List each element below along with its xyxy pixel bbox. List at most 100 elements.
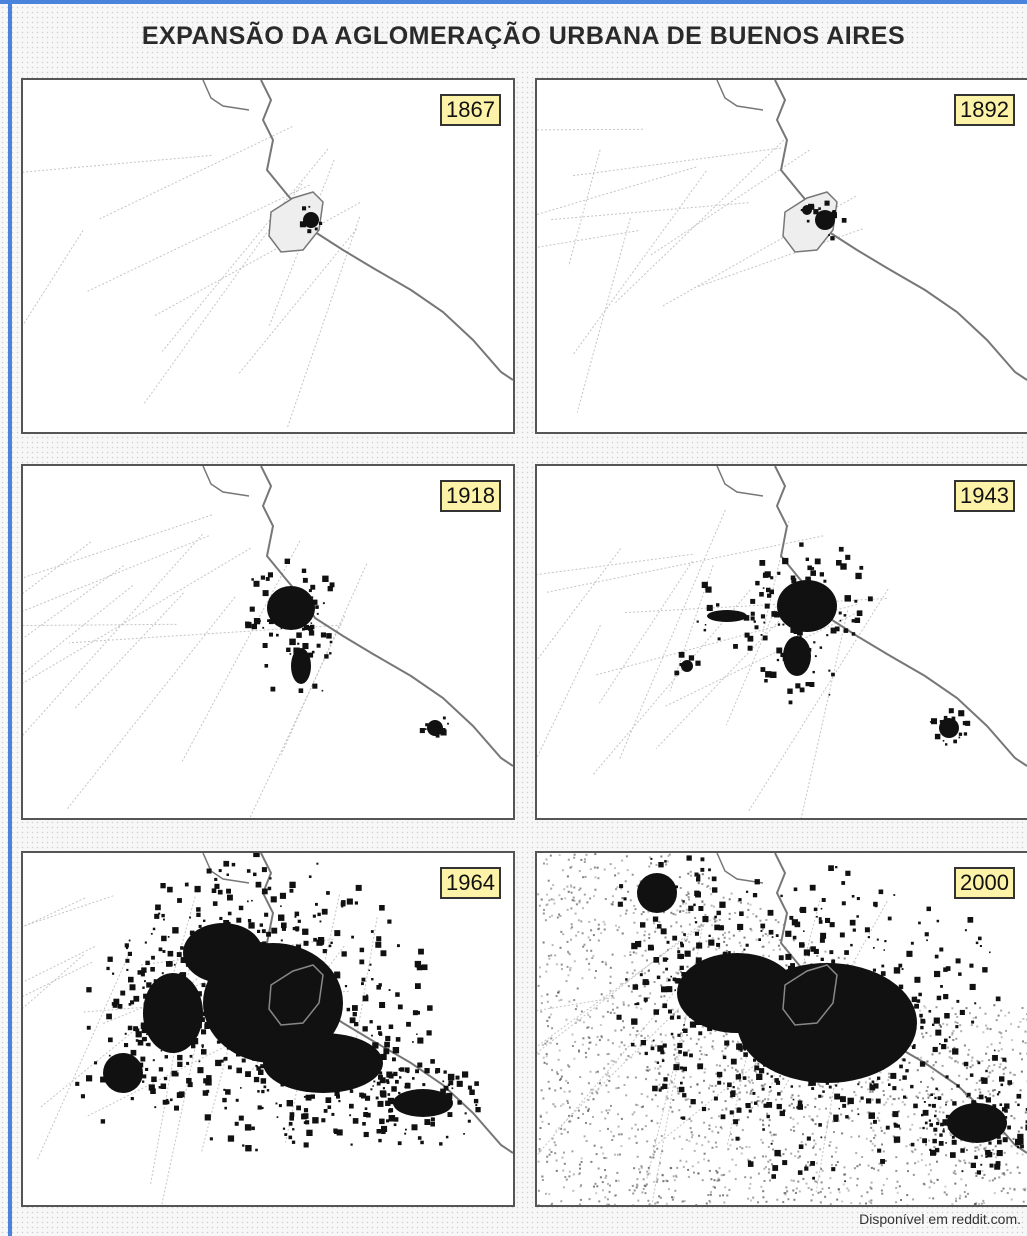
speckle xyxy=(744,1084,747,1087)
urban-patch xyxy=(977,1061,981,1065)
speckle xyxy=(892,1098,895,1101)
speckle xyxy=(658,1195,661,1198)
urban-patch xyxy=(912,1045,916,1049)
speckle xyxy=(556,1072,559,1075)
urban-patch xyxy=(216,1019,221,1024)
urban-patch xyxy=(1025,1120,1027,1124)
speckle xyxy=(960,1139,963,1142)
speckle xyxy=(809,947,811,950)
speckle xyxy=(759,1118,762,1121)
urban-patch xyxy=(729,1110,734,1115)
urban-patch xyxy=(447,1073,455,1081)
urban-patch xyxy=(376,1129,381,1134)
urban-patch xyxy=(201,1029,207,1035)
speckle xyxy=(818,1175,821,1178)
map-panel-2000: 2000 xyxy=(535,851,1027,1207)
urban-patch xyxy=(303,1142,309,1148)
urban-patch xyxy=(774,1149,781,1157)
speckle xyxy=(901,1058,903,1061)
speckle xyxy=(993,1192,996,1195)
speckle xyxy=(750,1199,752,1202)
speckle xyxy=(993,1152,996,1155)
speckle xyxy=(697,882,700,885)
speckle xyxy=(660,1040,663,1043)
speckle xyxy=(648,1172,651,1175)
speckle xyxy=(700,924,703,927)
speckle xyxy=(556,916,559,919)
speckle xyxy=(605,1157,608,1160)
urban-patch xyxy=(857,1083,860,1086)
urban-patch xyxy=(162,1099,168,1105)
urban-patch xyxy=(763,1103,768,1108)
speckle xyxy=(570,865,573,868)
urban-patch xyxy=(365,1095,371,1101)
urban-patch xyxy=(108,1054,111,1057)
urban-patch xyxy=(241,1058,246,1063)
speckle xyxy=(713,1179,716,1182)
urban-area xyxy=(303,212,319,228)
speckle xyxy=(721,1127,723,1130)
speckle xyxy=(628,1189,631,1192)
speckle xyxy=(589,897,592,900)
speckle xyxy=(930,1076,933,1079)
urban-patch xyxy=(296,632,302,638)
urban-patch xyxy=(922,1109,929,1116)
urban-patch xyxy=(892,1111,899,1118)
urban-patch xyxy=(634,1003,637,1006)
speckle xyxy=(802,1133,804,1136)
speckle xyxy=(1019,1020,1022,1023)
speckle xyxy=(711,1130,714,1133)
urban-patch xyxy=(201,983,206,988)
urban-patch xyxy=(177,898,182,903)
speckle xyxy=(942,1022,945,1025)
urban-patch xyxy=(858,996,865,1003)
speckle xyxy=(958,1197,961,1200)
urban-patch xyxy=(760,667,766,672)
speckle xyxy=(731,1096,734,1099)
urban-patch xyxy=(747,645,753,651)
speckle xyxy=(643,985,646,988)
speckle xyxy=(1022,1040,1024,1043)
speckle xyxy=(976,1146,979,1149)
urban-patch xyxy=(214,883,220,889)
speckle xyxy=(893,1098,896,1101)
speckle xyxy=(655,864,658,866)
speckle xyxy=(707,1194,710,1196)
urban-patch xyxy=(660,1050,665,1055)
speckle xyxy=(636,1104,639,1107)
speckle xyxy=(633,1167,636,1170)
urban-patch xyxy=(107,956,113,962)
speckle xyxy=(672,1013,675,1016)
speckle xyxy=(664,1034,667,1037)
speckle xyxy=(565,1079,568,1082)
urban-patch xyxy=(145,1067,149,1071)
speckle xyxy=(656,1201,659,1204)
speckle xyxy=(998,1041,1001,1044)
speckle xyxy=(688,911,691,914)
speckle xyxy=(849,1176,852,1179)
speckle xyxy=(685,1138,688,1141)
speckle xyxy=(853,1167,856,1170)
urban-patch xyxy=(211,888,217,893)
urban-patch xyxy=(989,951,991,954)
speckle xyxy=(587,1082,590,1085)
urban-patch xyxy=(910,941,914,945)
speckle xyxy=(542,912,545,915)
speckle xyxy=(792,939,795,942)
speckle xyxy=(545,1062,548,1065)
speckle xyxy=(788,1104,791,1107)
urban-patch xyxy=(201,1046,204,1049)
speckle xyxy=(628,1137,631,1140)
speckle xyxy=(710,904,713,907)
speckle xyxy=(568,1106,571,1109)
urban-patch xyxy=(767,909,774,916)
urban-patch xyxy=(303,624,309,631)
road-line xyxy=(23,946,95,983)
speckle xyxy=(653,981,656,983)
urban-patch xyxy=(125,958,130,963)
speckle xyxy=(645,1069,648,1072)
urban-patch xyxy=(224,1106,227,1110)
urban-patch xyxy=(997,1139,1002,1145)
speckle xyxy=(640,1166,643,1169)
speckle xyxy=(753,1069,756,1072)
